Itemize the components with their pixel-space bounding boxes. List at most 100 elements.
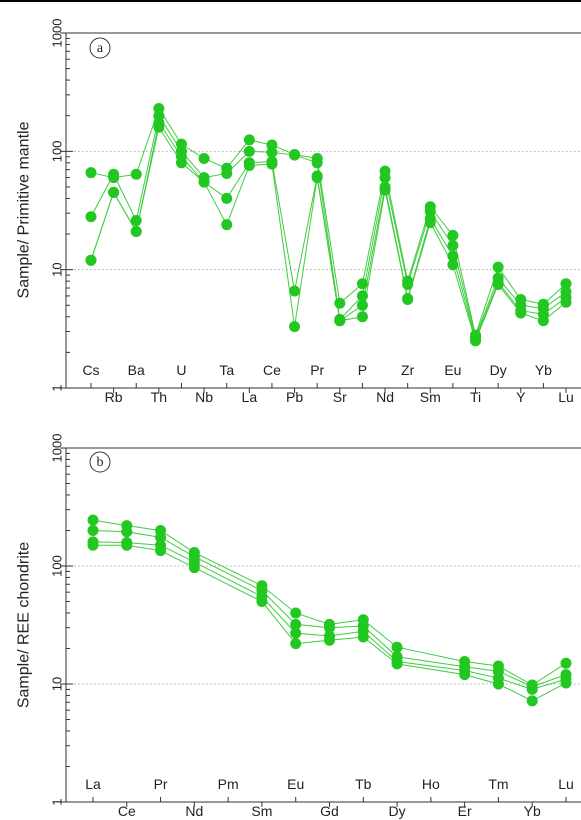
data-point xyxy=(155,545,167,557)
x-tick-label: Cs xyxy=(82,362,99,378)
data-point xyxy=(130,215,142,227)
data-point xyxy=(459,669,471,681)
data-point xyxy=(424,217,436,229)
data-point xyxy=(492,261,504,273)
data-point xyxy=(447,240,459,252)
data-point xyxy=(221,219,233,231)
y-tick-label: 10 xyxy=(50,262,65,276)
data-point xyxy=(266,158,278,170)
data-point xyxy=(537,315,549,327)
data-point xyxy=(290,638,302,650)
panel-letter-circle xyxy=(89,37,111,59)
x-tick-label: P xyxy=(358,362,367,378)
x-tick-label: Dy xyxy=(389,803,406,819)
data-point xyxy=(447,229,459,241)
data-point xyxy=(334,315,346,327)
data-point xyxy=(391,641,403,653)
data-point xyxy=(357,631,369,643)
data-point xyxy=(515,307,527,319)
chart-panel-a: 1 10 100 1000 Cs Rb Ba Th U Nb Ta La Ce Pb Pr Sr P Nd Zr Sm… xyxy=(16,19,581,405)
data-point xyxy=(243,159,255,171)
x-tick-label: Eu xyxy=(287,776,304,792)
data-point xyxy=(130,168,142,180)
y-tick-label: 10 xyxy=(50,677,65,691)
x-tick-label: Th xyxy=(151,389,167,405)
x-tick-label: Ce xyxy=(263,362,281,378)
data-point xyxy=(324,622,335,634)
x-tick-label: Ta xyxy=(219,362,234,378)
y-tick-label: 1000 xyxy=(50,19,65,48)
data-point xyxy=(379,184,391,196)
data-point xyxy=(379,172,391,184)
x-tick-label: Lu xyxy=(558,776,574,792)
y-tick-label: 1 xyxy=(50,384,65,391)
x-tick-label: Y xyxy=(516,389,526,405)
x-tick-label: La xyxy=(242,389,258,405)
data-point xyxy=(447,250,459,262)
data-point xyxy=(155,531,167,543)
x-tick-label: La xyxy=(85,776,101,792)
data-point xyxy=(85,167,97,179)
chart-panel-b: 1 10 100 1000 La Ce Pr Nd Pm Sm Eu Gd Tb Dy Ho Er Tm Yb Lu… xyxy=(16,434,581,819)
data-point xyxy=(402,278,414,290)
data-point xyxy=(356,311,368,323)
data-point xyxy=(221,192,233,204)
x-tick-label: Pr xyxy=(154,776,168,792)
x-tick-label: Pr xyxy=(310,362,324,378)
data-point xyxy=(198,152,210,164)
series-line xyxy=(90,107,567,337)
data-point xyxy=(175,157,187,169)
x-tick-label: Er xyxy=(458,803,472,819)
x-tick-label: Lu xyxy=(558,389,574,405)
data-point xyxy=(243,134,255,146)
x-tick-label: Yb xyxy=(535,362,552,378)
data-point xyxy=(560,657,572,669)
y-axis-label: Sample/ Primitive mantle xyxy=(16,121,33,298)
data-point xyxy=(266,146,278,158)
data-point xyxy=(526,683,538,695)
x-tick-label: Eu xyxy=(444,362,461,378)
data-point xyxy=(87,524,99,536)
data-point xyxy=(526,695,538,707)
data-point xyxy=(356,278,368,290)
data-point xyxy=(256,596,268,608)
x-tick-label: Yb xyxy=(524,803,541,819)
data-point xyxy=(560,677,572,689)
data-point xyxy=(121,526,133,538)
data-point xyxy=(87,514,99,526)
data-point xyxy=(492,678,504,690)
data-point xyxy=(447,259,459,271)
data-point xyxy=(290,607,302,619)
x-tick-label: Dy xyxy=(490,362,507,378)
x-tick-label: Sr xyxy=(333,389,347,405)
x-tick-label: Pm xyxy=(218,776,239,792)
data-point xyxy=(290,627,302,639)
x-tick-label: Ba xyxy=(128,362,145,378)
data-point xyxy=(402,293,414,305)
data-point xyxy=(108,186,120,198)
x-tick-label: Ho xyxy=(422,776,440,792)
data-point xyxy=(289,321,301,333)
data-point xyxy=(290,618,302,630)
y-tick-label: 1 xyxy=(50,798,65,805)
data-point xyxy=(560,296,572,308)
data-point xyxy=(243,145,255,157)
data-point xyxy=(470,335,482,347)
y-tick-label: 1000 xyxy=(50,434,65,463)
x-tick-label: Gd xyxy=(320,803,339,819)
x-tick-label: Sm xyxy=(251,803,272,819)
x-tick-label: Tm xyxy=(488,776,508,792)
x-tick-label: Ti xyxy=(470,389,481,405)
data-point xyxy=(289,149,301,161)
x-tick-label: Pb xyxy=(286,389,303,405)
y-tick-label: 100 xyxy=(50,555,65,577)
series-line xyxy=(90,114,567,339)
data-point xyxy=(121,539,133,551)
series-line xyxy=(90,125,567,343)
data-point xyxy=(108,168,120,180)
panel-letter: a xyxy=(97,41,104,56)
data-point xyxy=(356,299,368,311)
y-axis-label: Sample/ REE chondrite xyxy=(16,542,33,708)
data-point xyxy=(85,254,97,266)
x-tick-label: Nd xyxy=(376,389,394,405)
